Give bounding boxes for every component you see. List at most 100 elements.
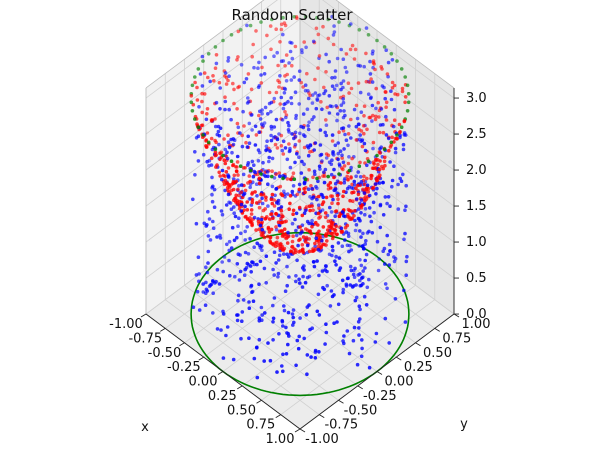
data-point [348, 264, 353, 269]
data-point [288, 194, 293, 198]
data-point [364, 252, 369, 257]
data-point [316, 93, 320, 98]
data-point [330, 139, 335, 143]
data-point [315, 197, 319, 202]
data-point [323, 211, 328, 215]
data-point [249, 208, 254, 212]
data-point [223, 188, 227, 193]
data-point [294, 279, 298, 284]
data-point [305, 372, 309, 377]
data-point [390, 86, 395, 90]
data-point [301, 274, 305, 279]
data-point [291, 323, 295, 327]
data-point [380, 67, 384, 71]
data-point [323, 167, 328, 172]
data-point [371, 49, 375, 53]
data-point [271, 216, 275, 220]
data-point [392, 164, 396, 168]
data-point [227, 107, 231, 112]
data-point [367, 229, 371, 234]
data-point [343, 225, 348, 230]
data-point [205, 270, 210, 275]
data-point [211, 184, 215, 189]
data-point [354, 138, 359, 142]
data-point [305, 219, 310, 224]
data-point [385, 286, 389, 291]
data-point [226, 166, 231, 170]
data-point [235, 154, 240, 159]
data-point [308, 327, 312, 332]
data-point [297, 187, 302, 192]
pane-edge-top-left [145, 0, 265, 89]
data-point [211, 74, 215, 78]
data-point [280, 148, 285, 153]
data-point [359, 354, 364, 359]
data-point [300, 213, 305, 218]
data-point [223, 107, 227, 112]
data-point [290, 56, 295, 61]
data-point [286, 128, 291, 132]
data-point [347, 168, 352, 173]
data-point [274, 117, 279, 122]
data-point [390, 178, 395, 183]
data-point [255, 262, 259, 267]
data-point [194, 221, 199, 226]
data-point [366, 190, 371, 194]
data-point [245, 101, 250, 105]
data-point [357, 304, 362, 309]
data-point [313, 348, 318, 353]
data-point [359, 206, 364, 210]
data-point [215, 327, 220, 331]
data-point [342, 334, 346, 338]
data-point [337, 20, 341, 24]
data-point [317, 313, 322, 317]
data-point [233, 214, 238, 219]
x-tick-mark [160, 328, 166, 332]
data-point [314, 220, 318, 225]
data-point [279, 95, 284, 100]
data-point [199, 123, 204, 128]
data-point [264, 198, 268, 202]
data-point [271, 303, 275, 308]
data-point [317, 241, 321, 245]
data-point [310, 101, 315, 105]
data-point [260, 227, 265, 232]
data-point [292, 14, 297, 19]
data-point [276, 275, 280, 279]
data-point [358, 317, 362, 321]
data-point [290, 132, 294, 136]
data-point [213, 66, 218, 70]
data-point [294, 113, 299, 118]
data-point [371, 166, 376, 171]
data-point [221, 312, 226, 316]
data-point [344, 230, 349, 234]
data-point [240, 133, 244, 138]
data-point [189, 100, 194, 105]
data-point [300, 285, 305, 289]
data-point [356, 320, 361, 324]
data-point [257, 113, 261, 118]
data-point [248, 264, 253, 268]
data-point [337, 162, 342, 166]
data-point [287, 142, 291, 146]
data-point [297, 69, 302, 73]
data-point [393, 297, 398, 301]
data-point [271, 338, 275, 342]
data-point [285, 241, 290, 245]
data-point [291, 315, 296, 320]
data-point [330, 253, 334, 258]
pane-edge-top-right [335, 0, 455, 89]
data-point [342, 109, 346, 113]
data-point [305, 107, 310, 111]
data-point [333, 143, 338, 148]
data-point [301, 235, 306, 239]
data-point [406, 100, 411, 105]
data-point [344, 70, 349, 74]
data-point [258, 117, 263, 121]
data-point [356, 183, 360, 188]
data-point [324, 118, 328, 122]
data-point [339, 229, 344, 233]
data-point [272, 54, 276, 58]
data-point [293, 130, 298, 135]
data-point [305, 353, 310, 357]
